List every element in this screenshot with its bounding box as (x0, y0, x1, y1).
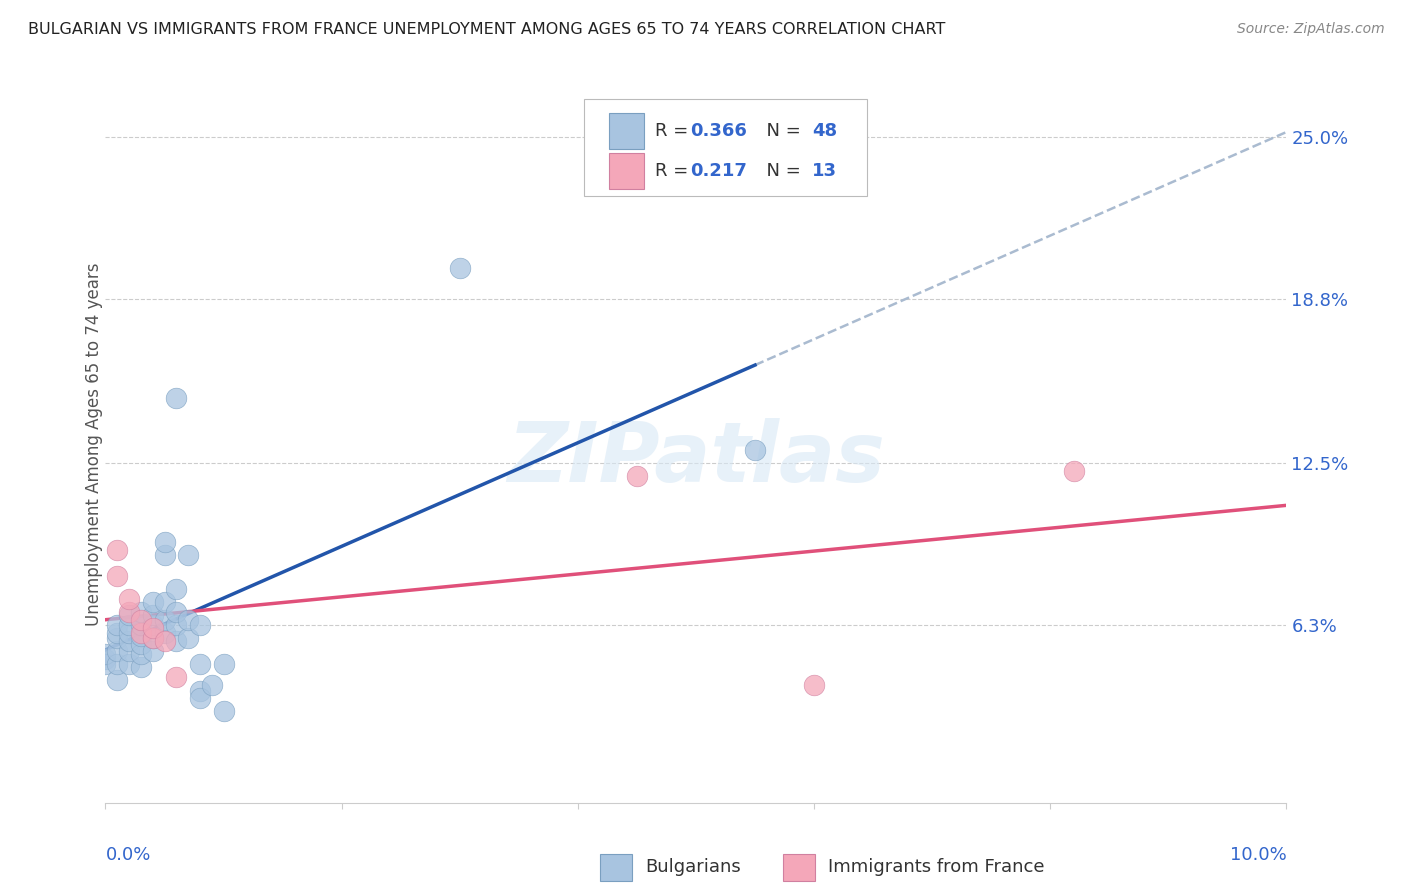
Point (153, 595, 176, 609)
Point (212, 657, 235, 672)
Point (129, 626, 152, 640)
Point (212, 705, 235, 719)
Point (118, 657, 141, 672)
Point (129, 647, 152, 661)
Text: 0.366: 0.366 (690, 122, 747, 140)
Point (142, 595, 165, 609)
Point (142, 644, 165, 658)
Text: Bulgarians: Bulgarians (645, 858, 741, 877)
Point (188, 691, 211, 706)
Point (129, 636, 152, 650)
Point (165, 618, 187, 632)
Point (129, 618, 152, 632)
Point (94, 652, 117, 666)
Point (129, 613, 152, 627)
Point (105, 657, 128, 672)
FancyBboxPatch shape (600, 855, 633, 880)
Point (177, 548, 200, 562)
Point (118, 618, 141, 632)
Point (129, 629, 152, 643)
Point (105, 644, 128, 658)
Text: ZIPatlas: ZIPatlas (508, 417, 884, 499)
Point (153, 626, 176, 640)
Text: 48: 48 (811, 122, 837, 140)
Point (129, 660, 152, 674)
Point (177, 613, 200, 627)
Point (449, 260, 471, 275)
Point (165, 582, 187, 596)
Point (188, 618, 211, 632)
Point (188, 683, 211, 698)
Point (142, 632, 165, 646)
Point (142, 632, 165, 646)
FancyBboxPatch shape (783, 855, 815, 880)
Point (165, 670, 187, 684)
Point (188, 657, 211, 672)
Text: Source: ZipAtlas.com: Source: ZipAtlas.com (1237, 22, 1385, 37)
Point (118, 607, 141, 622)
Point (94, 657, 117, 672)
Point (105, 542, 128, 557)
Text: N =: N = (755, 161, 807, 179)
Point (105, 618, 128, 632)
Point (94, 647, 117, 661)
Point (142, 621, 165, 635)
Point (118, 626, 141, 640)
Point (105, 632, 128, 646)
Text: 13: 13 (811, 161, 837, 179)
Point (153, 613, 176, 627)
FancyBboxPatch shape (609, 153, 644, 188)
Point (142, 618, 165, 632)
Point (142, 607, 165, 622)
Point (118, 644, 141, 658)
FancyBboxPatch shape (609, 113, 644, 149)
Point (177, 632, 200, 646)
Point (153, 534, 176, 549)
Point (201, 678, 224, 692)
Text: Immigrants from France: Immigrants from France (828, 858, 1045, 877)
Point (129, 605, 152, 619)
Text: 0.0%: 0.0% (105, 846, 150, 863)
Point (153, 634, 176, 648)
Point (118, 634, 141, 648)
Point (118, 592, 141, 607)
Text: R =: R = (655, 161, 693, 179)
Text: BULGARIAN VS IMMIGRANTS FROM FRANCE UNEMPLOYMENT AMONG AGES 65 TO 74 YEARS CORRE: BULGARIAN VS IMMIGRANTS FROM FRANCE UNEM… (28, 22, 945, 37)
Point (165, 634, 187, 648)
Point (105, 568, 128, 582)
Text: 10.0%: 10.0% (1230, 846, 1286, 863)
Point (118, 605, 141, 619)
Point (1063, 464, 1085, 478)
Text: N =: N = (755, 122, 807, 140)
Point (105, 673, 128, 687)
Point (165, 391, 187, 405)
FancyBboxPatch shape (583, 99, 868, 196)
Point (153, 548, 176, 562)
Y-axis label: Unemployment Among Ages 65 to 74 years: Unemployment Among Ages 65 to 74 years (86, 262, 103, 625)
Point (744, 443, 766, 458)
Point (105, 626, 128, 640)
Text: R =: R = (655, 122, 693, 140)
Point (626, 469, 648, 483)
Point (165, 605, 187, 619)
Point (803, 678, 825, 692)
Text: 0.217: 0.217 (690, 161, 747, 179)
